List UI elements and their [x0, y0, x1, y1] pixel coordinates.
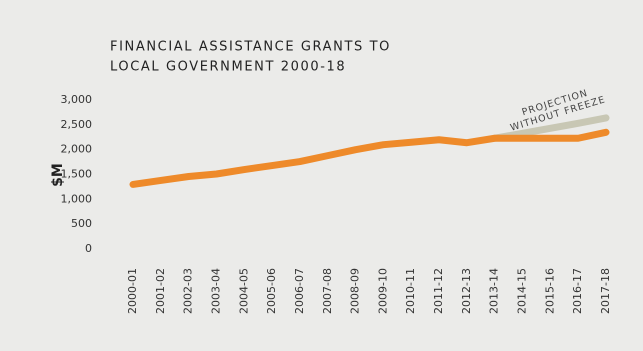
- x-tick-label: 2012-13: [460, 268, 473, 314]
- chart-title: FINANCIAL ASSISTANCE GRANTS TO: [110, 40, 391, 55]
- y-tick-label: 1,000: [61, 192, 93, 205]
- x-tick-label: 2007-08: [321, 268, 334, 314]
- x-tick-label: 2003-04: [209, 268, 222, 314]
- y-tick-label: 3,000: [61, 93, 93, 106]
- x-tick-label: 2005-06: [265, 268, 278, 314]
- x-tick-label: 2001-02: [154, 268, 167, 314]
- x-tick-label: 2017-18: [599, 268, 612, 314]
- x-tick-label: 2008-09: [349, 268, 362, 314]
- x-tick-label: 2000-01: [126, 268, 139, 314]
- x-tick-label: 2016-17: [571, 268, 584, 314]
- chart-title: LOCAL GOVERNMENT 2000-18: [110, 60, 346, 75]
- x-tick-label: 2002-03: [182, 268, 195, 314]
- x-tick-label: 2011-12: [432, 268, 445, 314]
- y-axis-label: $M: [50, 163, 66, 187]
- x-tick-label: 2013-14: [488, 268, 501, 314]
- y-tick-label: 0: [85, 242, 92, 255]
- x-tick-label: 2015-16: [543, 268, 556, 314]
- y-tick-label: 2,500: [61, 118, 93, 131]
- x-tick-label: 2010-11: [404, 268, 417, 314]
- x-tick-label: 2004-05: [237, 268, 250, 314]
- x-tick-label: 2009-10: [376, 268, 389, 314]
- series-line: [129, 128, 610, 188]
- x-tick-label: 2014-15: [516, 268, 529, 314]
- x-tick-label: 2006-07: [293, 268, 306, 314]
- y-tick-label: 500: [71, 217, 92, 230]
- y-tick-label: 2,000: [61, 143, 93, 156]
- y-tick-label: 1,500: [61, 168, 93, 181]
